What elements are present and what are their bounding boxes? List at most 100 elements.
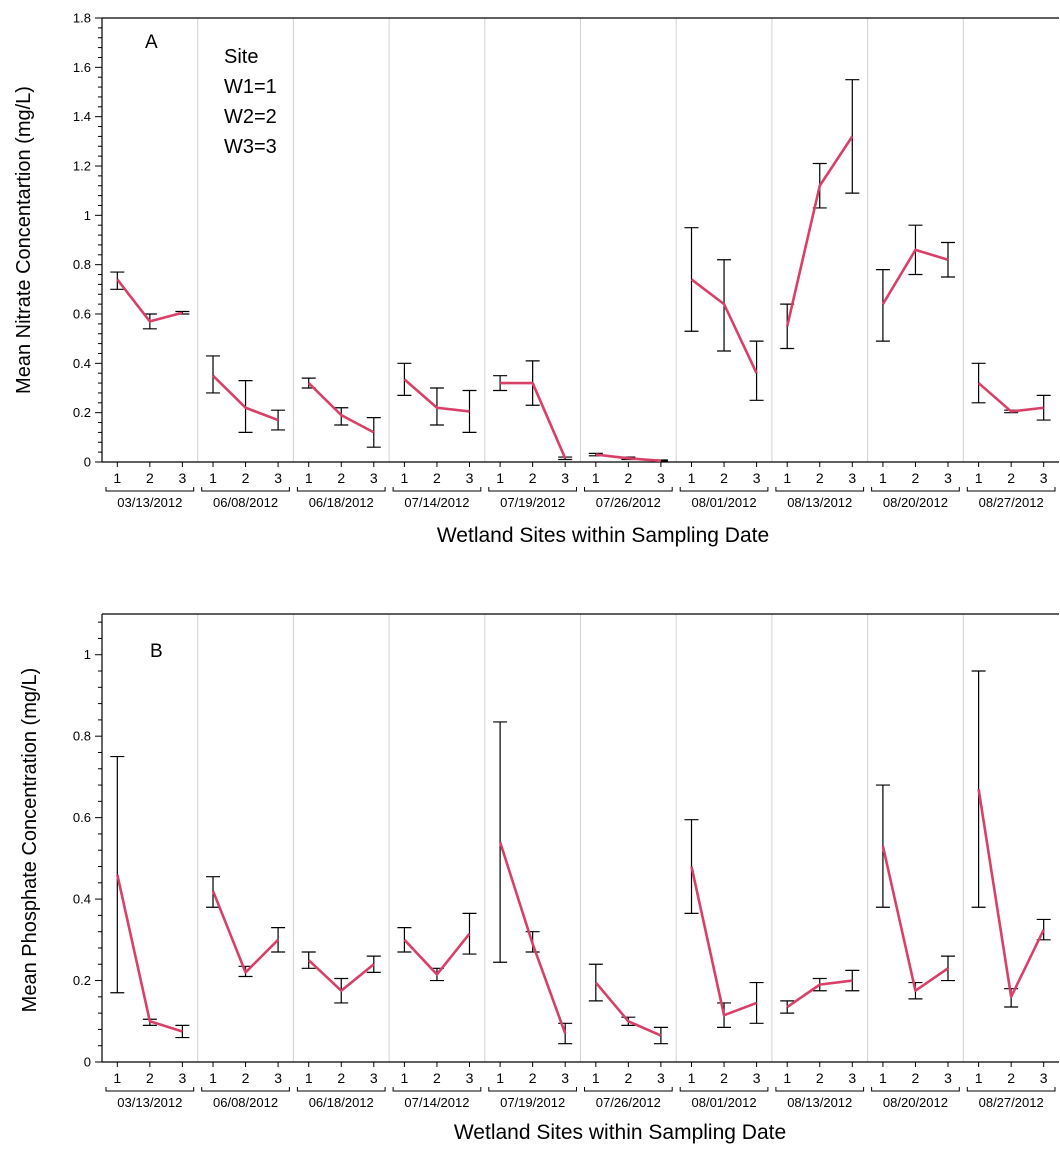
y-tick-label: 0.4 [73, 356, 91, 371]
site-tick-label: 1 [592, 1070, 600, 1086]
site-tick-label: 3 [848, 1070, 856, 1086]
site-tick-label: 2 [529, 1070, 537, 1086]
date-label: 06/18/2012 [309, 495, 374, 510]
date-bracket [105, 1087, 195, 1092]
date-bracket [584, 1087, 673, 1092]
y-tick-label: 0.8 [73, 729, 91, 744]
error-bar [971, 362, 986, 404]
mean-line [116, 278, 183, 323]
site-tick-label: 1 [783, 470, 791, 486]
date-bracket [488, 487, 577, 492]
date-label: 08/13/2012 [787, 1095, 852, 1110]
date-bracket [201, 487, 290, 492]
mean-line [500, 381, 567, 459]
legend-entry-w1: W1=1 [224, 76, 277, 98]
site-tick-label: 3 [1040, 1070, 1048, 1086]
error-bar [940, 955, 955, 982]
site-tick-label: 3 [944, 470, 952, 486]
site-tick-label: 3 [178, 470, 186, 486]
site-tick-label: 1 [401, 1070, 409, 1086]
date-bracket [966, 487, 1056, 492]
site-tick-label: 2 [433, 1070, 441, 1086]
site-tick-label: 1 [401, 470, 409, 486]
y-tick-label: 1.4 [73, 109, 91, 124]
error-bar [397, 362, 412, 396]
date-label: 08/27/2012 [979, 1095, 1044, 1110]
site-tick-label: 3 [466, 1070, 474, 1086]
site-tick-label: 1 [879, 470, 887, 486]
site-tick-label: 3 [657, 1070, 665, 1086]
date-bracket [775, 487, 865, 492]
site-tick-label: 2 [1007, 470, 1015, 486]
site-tick-label: 1 [688, 470, 696, 486]
mean-line [881, 248, 949, 305]
date-label: 03/13/2012 [117, 1095, 182, 1110]
y-tick-label: 1 [84, 208, 91, 223]
legend-title: Site [224, 46, 258, 68]
phosphate-chart-panel: B Wetland Sites within Sampling Date Mea… [19, 613, 1059, 1144]
mean-line [785, 135, 854, 327]
y-tick-label: 0.8 [73, 257, 91, 272]
y-axis-title-b: Mean Phosphate Concentration (mg/L) [19, 668, 41, 1013]
error-bar [462, 389, 477, 433]
y-tick-label: 0 [84, 455, 91, 470]
y-axis-title-a: Mean Nitrate Concentartion (mg/L) [13, 86, 35, 394]
date-label: 07/14/2012 [404, 1095, 469, 1110]
x-axis-title-b: Wetland Sites within Sampling Date [454, 1121, 786, 1144]
legend-entry-w3: W3=3 [224, 136, 277, 158]
site-tick-label: 2 [146, 470, 154, 486]
date-bracket [201, 1087, 290, 1092]
error-bar [1036, 394, 1051, 421]
date-label: 06/18/2012 [309, 1095, 374, 1110]
nitrate-chart-panel: A Site W1=1 W2=2 W3=3 Wetland Sites with… [13, 11, 1059, 547]
mean-line [211, 890, 280, 974]
site-tick-label: 3 [753, 470, 761, 486]
date-bracket [488, 1087, 577, 1092]
site-tick-label: 3 [944, 1070, 952, 1086]
mean-line [977, 382, 1044, 413]
panel-label-a: A [145, 32, 158, 53]
date-label: 08/20/2012 [883, 495, 948, 510]
error-bar [175, 1024, 190, 1039]
error-bar [301, 951, 316, 969]
site-tick-label: 3 [753, 1070, 761, 1086]
error-bar [971, 670, 986, 908]
y-tick-label: 0.2 [73, 405, 91, 420]
error-bar [366, 417, 381, 448]
date-label: 07/26/2012 [596, 495, 661, 510]
date-bracket [296, 487, 386, 492]
site-tick-label: 3 [370, 470, 378, 486]
error-bar [940, 241, 955, 278]
date-label: 08/01/2012 [692, 495, 757, 510]
site-tick-label: 2 [720, 1070, 728, 1086]
site-tick-label: 3 [274, 1070, 282, 1086]
error-bar [875, 269, 890, 342]
date-bracket [871, 1087, 960, 1092]
site-tick-label: 2 [624, 1070, 632, 1086]
date-bracket [966, 1087, 1056, 1092]
error-bar [588, 963, 603, 1002]
site-tick-label: 1 [975, 1070, 983, 1086]
y-tick-label: 0.2 [73, 973, 91, 988]
site-tick-label: 2 [816, 470, 824, 486]
site-tick-label: 3 [561, 1070, 569, 1086]
y-tick-label: 1.6 [73, 60, 91, 75]
mean-line [690, 278, 758, 374]
site-tick-label: 2 [242, 470, 250, 486]
error-bar [780, 1000, 795, 1014]
legend: Site W1=1 W2=2 W3=3 [224, 46, 277, 158]
date-bracket [584, 487, 673, 492]
site-tick-label: 2 [720, 470, 728, 486]
site-tick-label: 1 [496, 1070, 504, 1086]
site-tick-label: 2 [624, 470, 632, 486]
mean-line [212, 374, 279, 422]
date-bracket [105, 487, 195, 492]
y-tick-label: 0.6 [73, 307, 91, 322]
site-tick-label: 3 [370, 1070, 378, 1086]
date-label: 08/01/2012 [692, 1095, 757, 1110]
mean-line [690, 866, 758, 1017]
legend-entry-w2: W2=2 [224, 106, 277, 128]
date-bracket [296, 1087, 386, 1092]
site-tick-label: 1 [209, 1070, 217, 1086]
error-bar [462, 912, 477, 955]
